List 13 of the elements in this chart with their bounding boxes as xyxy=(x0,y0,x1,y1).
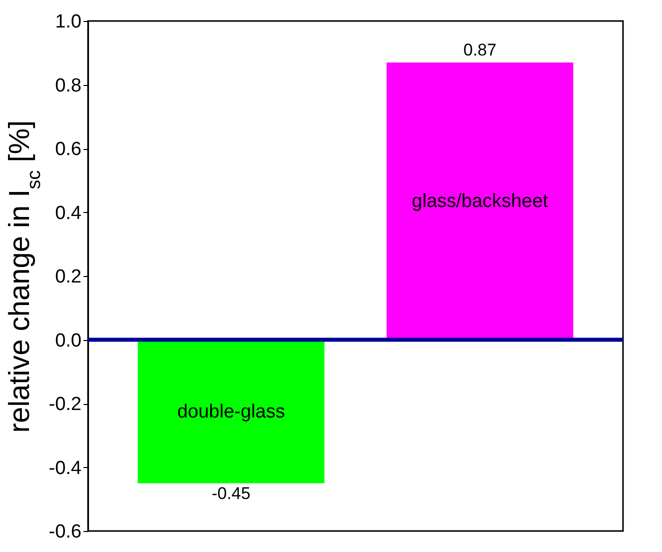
y-tick-label: 1.0 xyxy=(55,12,82,32)
y-tick-label: 0.4 xyxy=(55,202,82,224)
y-tick-label: -0.4 xyxy=(48,458,82,479)
data-label: 0.87 xyxy=(463,40,496,60)
y-tick-label: 0.6 xyxy=(55,139,82,160)
x-tick-label: glass/backsheet xyxy=(412,191,549,212)
y-tick-label: 0.8 xyxy=(55,75,82,96)
y-tick-label: 0.2 xyxy=(55,266,82,288)
x-tick-label: double-glass xyxy=(177,401,285,422)
y-tick-label: -0.6 xyxy=(48,522,82,542)
data-label: -0.45 xyxy=(212,484,250,504)
y-tick-label: 0.0 xyxy=(55,330,82,352)
y-tick-label: -0.2 xyxy=(48,394,82,415)
